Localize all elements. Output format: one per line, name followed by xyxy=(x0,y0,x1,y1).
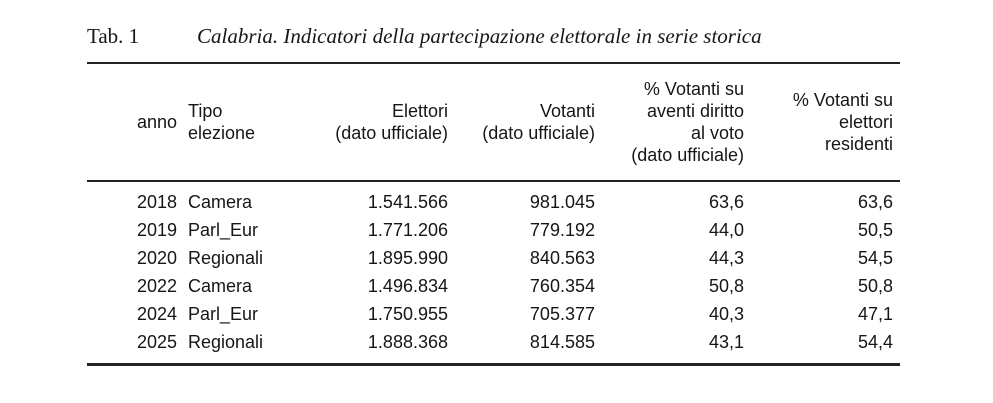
cell-votanti: 814.585 xyxy=(529,332,595,352)
cell-anno: 2025 xyxy=(136,332,177,352)
electoral-participation-table: anno Tipo elezione Elettori (dato uffici… xyxy=(87,62,900,366)
cell-perc-residenti: 50,8 xyxy=(857,276,893,296)
cell-anno: 2020 xyxy=(136,248,177,268)
table-number-label: Tab. 1 xyxy=(87,24,140,48)
table-row: 2025 Regionali 1.888.368 814.585 43,1 54… xyxy=(87,328,900,365)
cell-votanti: 981.045 xyxy=(529,192,595,212)
header-row: anno Tipo elezione Elettori (dato uffici… xyxy=(87,63,900,182)
column-header-elettori: Elettori (dato ufficiale) xyxy=(282,63,448,182)
table-row: 2024 Parl_Eur 1.750.955 705.377 40,3 47,… xyxy=(87,300,900,328)
cell-perc-residenti: 47,1 xyxy=(857,304,893,324)
table-row: 2018 Camera 1.541.566 981.045 63,6 63,6 xyxy=(87,181,900,216)
cell-perc-residenti: 50,5 xyxy=(857,220,893,240)
cell-votanti: 779.192 xyxy=(529,220,595,240)
cell-anno: 2024 xyxy=(136,304,177,324)
cell-elettori: 1.496.834 xyxy=(367,276,448,296)
cell-elettori: 1.541.566 xyxy=(367,192,448,212)
cell-tipo: Regionali xyxy=(188,248,264,268)
column-header-tipo-elezione: Tipo elezione xyxy=(177,63,282,182)
cell-elettori: 1.771.206 xyxy=(367,220,448,240)
cell-votanti: 705.377 xyxy=(529,304,595,324)
cell-anno: 2018 xyxy=(136,192,177,212)
cell-perc-residenti: 54,4 xyxy=(857,332,893,352)
cell-votanti: 840.563 xyxy=(529,248,595,268)
column-header-perc-elettori-residenti: % Votanti su elettori residenti xyxy=(744,63,900,182)
cell-perc-residenti: 54,5 xyxy=(857,248,893,268)
column-header-votanti: Votanti (dato ufficiale) xyxy=(448,63,595,182)
table-body: 2018 Camera 1.541.566 981.045 63,6 63,6 … xyxy=(87,181,900,365)
cell-tipo: Parl_Eur xyxy=(188,220,259,240)
cell-tipo: Camera xyxy=(188,192,253,212)
cell-perc-aventi: 43,1 xyxy=(708,332,744,352)
cell-perc-residenti: 63,6 xyxy=(857,192,893,212)
table-row: 2020 Regionali 1.895.990 840.563 44,3 54… xyxy=(87,244,900,272)
cell-perc-aventi: 50,8 xyxy=(708,276,744,296)
cell-elettori: 1.888.368 xyxy=(367,332,448,352)
cell-anno: 2019 xyxy=(136,220,177,240)
table-header: anno Tipo elezione Elettori (dato uffici… xyxy=(87,63,900,182)
cell-tipo: Regionali xyxy=(188,332,264,352)
table-row: 2022 Camera 1.496.834 760.354 50,8 50,8 xyxy=(87,272,900,300)
table-row: 2019 Parl_Eur 1.771.206 779.192 44,0 50,… xyxy=(87,216,900,244)
column-header-anno: anno xyxy=(87,63,177,182)
cell-elettori: 1.750.955 xyxy=(367,304,448,324)
cell-elettori: 1.895.990 xyxy=(367,248,448,268)
table-title: Calabria. Indicatori della partecipazion… xyxy=(197,24,762,48)
cell-votanti: 760.354 xyxy=(529,276,595,296)
cell-perc-aventi: 63,6 xyxy=(708,192,744,212)
cell-tipo: Camera xyxy=(188,276,253,296)
cell-tipo: Parl_Eur xyxy=(188,304,259,324)
table-caption: Tab. 1 Calabria. Indicatori della parteci… xyxy=(87,24,762,49)
cell-perc-aventi: 44,3 xyxy=(708,248,744,268)
cell-anno: 2022 xyxy=(136,276,177,296)
cell-perc-aventi: 44,0 xyxy=(708,220,744,240)
cell-perc-aventi: 40,3 xyxy=(708,304,744,324)
column-header-perc-aventi-diritto: % Votanti su aventi diritto al voto (dat… xyxy=(595,63,744,182)
